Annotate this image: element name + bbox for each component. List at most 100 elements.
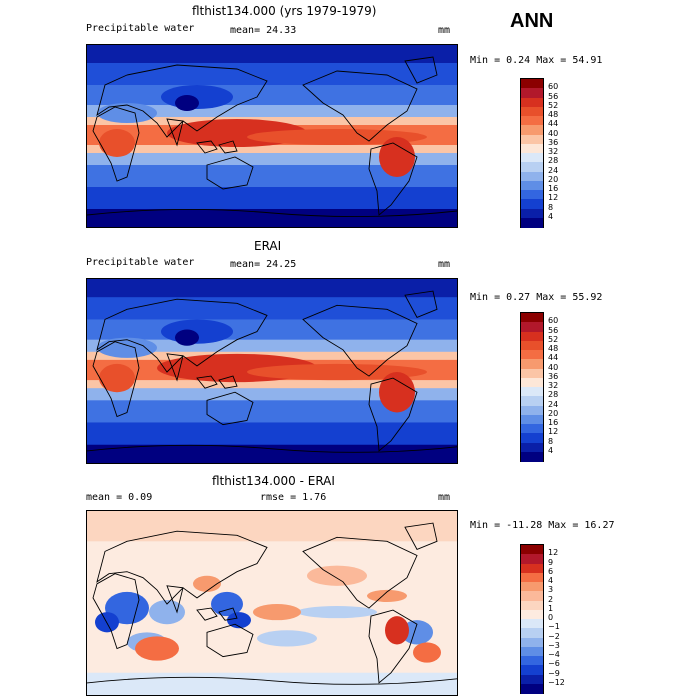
colorbar-segment — [521, 646, 543, 657]
himalaya-min — [175, 329, 199, 346]
coastline — [368, 377, 418, 452]
itcz — [247, 363, 427, 381]
colorbar-segment — [521, 134, 543, 145]
panel-3-mean: mean = 0.09 — [86, 492, 153, 503]
colorbar-segment — [521, 359, 543, 369]
coastline — [206, 156, 254, 190]
coastline — [87, 676, 457, 685]
sahara-dry — [97, 337, 157, 358]
colorbar-label: 56 — [548, 91, 559, 101]
field-band — [87, 422, 457, 445]
colorbar-segment — [521, 674, 543, 685]
colorbar-label: 1 — [548, 603, 554, 613]
negative-anomaly — [227, 612, 251, 629]
colorbar-label: 12 — [548, 548, 559, 558]
colorbar-label: 52 — [548, 100, 559, 110]
colorbar-segment — [521, 405, 543, 416]
panel-2-left-label: Precipitable water — [86, 257, 195, 268]
panel-1-map-field — [87, 45, 457, 227]
colorbar-segment — [521, 153, 543, 163]
coastline — [196, 140, 218, 154]
colorbar-segment — [521, 116, 543, 126]
colorbar-segment — [521, 396, 543, 406]
panel-1-minmax: Min = 0.24 Max = 54.91 — [470, 55, 603, 66]
coastline — [166, 585, 184, 614]
colorbar-segment — [521, 322, 543, 332]
field-band — [87, 511, 457, 542]
negative-anomaly — [401, 620, 433, 645]
coastline — [92, 573, 140, 650]
coastline — [218, 607, 238, 621]
panel-1-units: mm — [438, 25, 451, 36]
colorbar-segment — [521, 313, 543, 323]
colorbar-label: 9 — [548, 557, 554, 567]
coastline — [92, 341, 140, 418]
colorbar-label: 8 — [548, 436, 554, 446]
coastline — [218, 375, 238, 389]
coastline — [368, 609, 418, 684]
colorbar-label: 6 — [548, 566, 554, 576]
panel-3-colorbar: 12 9 6 4 3 2 1 0 −1 −2 −3 −4 −6 −9 −12 — [520, 544, 600, 694]
field-band — [87, 380, 457, 391]
colorbar-segment — [521, 208, 543, 219]
colorbar-segment — [521, 79, 543, 89]
amazon-max — [379, 137, 415, 177]
colorbar-segment — [521, 424, 543, 434]
colorbar-segment — [521, 97, 543, 108]
colorbar-segment — [521, 180, 543, 191]
colorbar-label: 20 — [548, 174, 559, 184]
colorbar-label: −3 — [548, 640, 560, 650]
positive-anomaly — [193, 575, 221, 592]
colorbar-segment — [521, 683, 543, 694]
panel-2-mean: mean= 24.25 — [230, 259, 297, 270]
field-band — [87, 165, 457, 187]
coastline — [302, 536, 418, 609]
field-band — [87, 187, 457, 209]
colorbar-label: 16 — [548, 418, 559, 427]
coastline — [87, 208, 457, 218]
coastline — [302, 70, 418, 142]
coastline — [96, 530, 268, 605]
colorbar-box — [520, 78, 544, 228]
colorbar-segment — [521, 199, 543, 209]
colorbar-segment — [521, 331, 543, 342]
coastline — [96, 64, 268, 138]
colorbar-segment — [521, 665, 543, 675]
himalaya-min — [175, 95, 199, 111]
amazon-max — [379, 372, 415, 413]
colorbar-segment — [521, 563, 543, 574]
colorbar-label: 4 — [548, 576, 554, 585]
colorbar-box — [520, 312, 544, 462]
colorbar-segment — [521, 377, 543, 388]
panel-1-colorbar: 60 56 52 48 44 40 36 32 28 24 20 16 12 8 4 — [520, 78, 600, 228]
colorbar-label: 60 — [548, 82, 559, 92]
colorbar-label: −6 — [548, 659, 560, 669]
negative-anomaly — [211, 591, 243, 617]
colorbar-segment — [521, 125, 543, 135]
field-band — [87, 145, 457, 155]
coastline — [206, 623, 254, 658]
colorbar-label: 48 — [548, 110, 559, 119]
colorbar-label: 44 — [548, 119, 559, 129]
colorbar-label: 8 — [548, 202, 554, 212]
panel-1-left-label: Precipitable water — [86, 23, 195, 34]
colorbar-label: 12 — [548, 427, 559, 437]
negative-anomaly — [257, 630, 317, 647]
coastline — [218, 140, 238, 154]
coastline — [206, 391, 254, 426]
colorbar-segment — [521, 190, 543, 200]
colorbar-segment — [521, 162, 543, 172]
colorbar-segment — [521, 340, 543, 351]
colorbar-label: −1 — [548, 622, 560, 632]
field-band — [87, 672, 457, 695]
colorbar-segment — [521, 628, 543, 638]
coastline — [87, 444, 457, 453]
coastline — [404, 56, 438, 84]
colorbar-label: 4 — [548, 445, 554, 455]
colorbar-label: 16 — [548, 184, 559, 193]
positive-anomaly — [307, 565, 367, 586]
field-band — [87, 400, 457, 423]
season-label: ANN — [510, 10, 554, 32]
colorbar-label: 36 — [548, 371, 559, 381]
coastline — [166, 353, 184, 382]
